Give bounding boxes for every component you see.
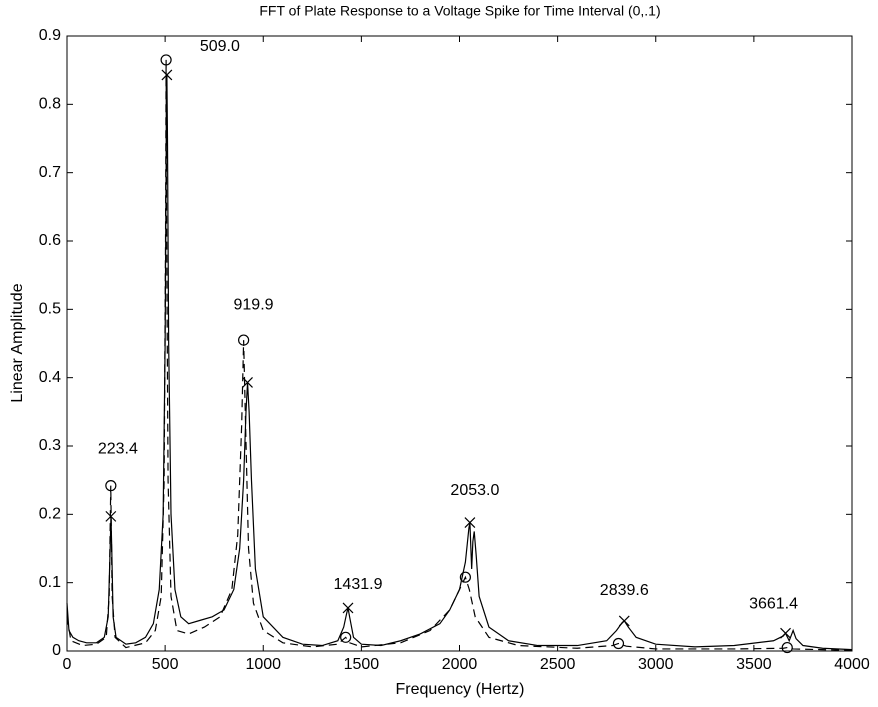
peak-annotation: 919.9 [234, 297, 274, 314]
peak-annotation: 3661.4 [749, 595, 798, 612]
y-tick-label: 0.4 [39, 369, 61, 386]
x-marker [242, 377, 253, 388]
y-tick-label: 0.6 [39, 232, 61, 249]
line [66, 74, 853, 651]
o-marker [459, 571, 471, 583]
x-tick-label: 3500 [736, 656, 772, 673]
peak-annotation: 1431.9 [334, 576, 383, 593]
x-tick-label: 2000 [442, 656, 478, 673]
chart-title: FFT of Plate Response to a Voltage Spike… [259, 3, 660, 19]
y-tick-label: 0.8 [39, 96, 61, 113]
o-marker [340, 631, 352, 643]
o-marker [781, 641, 793, 654]
x-marker [105, 510, 117, 522]
x-tick-label: 2500 [540, 656, 576, 673]
x-tick-label: 4000 [834, 656, 870, 673]
x-axis-label: Frequency (Hertz) [396, 681, 525, 698]
y-tick-label: 0.2 [39, 506, 61, 523]
peak-annotation: 2053.0 [450, 482, 499, 499]
x-marker [342, 602, 354, 614]
y-tick-label: 0.3 [39, 437, 61, 454]
peak-annotation: 2839.6 [600, 582, 649, 599]
x-tick-label: 0 [63, 656, 72, 673]
y-tick-label: 0.7 [39, 164, 61, 181]
y-tick-label: 0 [52, 642, 61, 659]
x-marker [464, 517, 476, 528]
peak-annotation: 509.0 [200, 38, 240, 55]
x-marker [618, 615, 630, 627]
y-tick-label: 0.1 [39, 574, 61, 591]
x-marker [780, 627, 791, 639]
y-tick-label: 0.9 [39, 27, 61, 44]
o-marker [238, 334, 250, 346]
plot-frame [66, 35, 853, 652]
o-marker [160, 54, 172, 66]
x-tick-label: 1000 [245, 656, 281, 673]
o-marker [105, 480, 117, 492]
line [66, 59, 853, 651]
x-marker [161, 69, 173, 81]
x-tick-label: 3000 [638, 656, 674, 673]
x-tick-label: 1500 [344, 656, 380, 673]
y-axis-label: Linear Amplitude [9, 283, 26, 402]
peak-annotation: 223.4 [98, 441, 138, 458]
o-marker [612, 637, 625, 650]
y-tick-label: 0.5 [39, 301, 61, 318]
x-tick-label: 500 [152, 656, 179, 673]
